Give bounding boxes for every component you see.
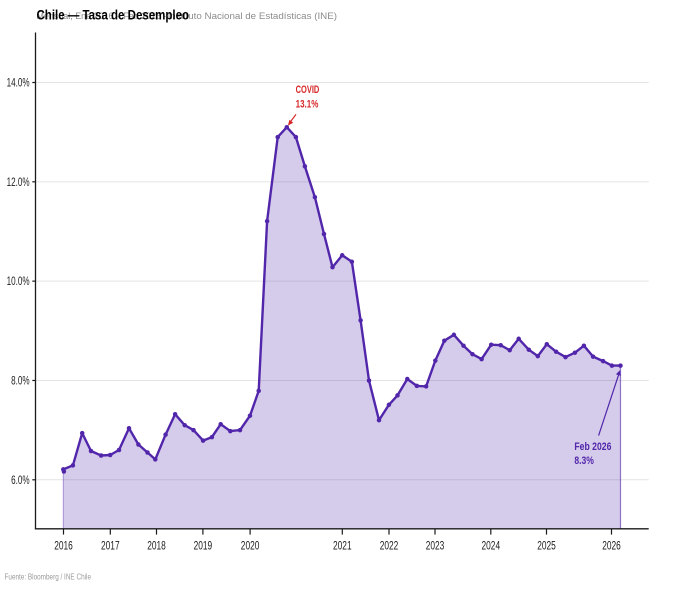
svg-text:2017: 2017 (101, 540, 120, 552)
svg-text:Feb 2026: Feb 2026 (574, 441, 611, 453)
svg-text:2023: 2023 (426, 540, 445, 552)
svg-text:2020: 2020 (241, 540, 260, 552)
svg-text:10.0%: 10.0% (7, 276, 30, 288)
svg-text:Fuente: Bloomberg / INE Chile: Fuente: Bloomberg / INE Chile (5, 573, 92, 582)
svg-text:12.0%: 12.0% (7, 177, 30, 189)
svg-text:8.3%: 8.3% (574, 455, 594, 467)
svg-text:2016: 2016 (54, 540, 73, 552)
svg-text:COVID: COVID (296, 84, 320, 96)
svg-text:6.0%: 6.0% (11, 475, 30, 487)
svg-text:13.1%: 13.1% (296, 98, 319, 110)
svg-text:2025: 2025 (537, 540, 556, 552)
svg-text:2026: 2026 (602, 540, 621, 552)
svg-text:2022: 2022 (380, 540, 399, 552)
svg-text:2024: 2024 (482, 540, 501, 552)
svg-text:Mensual, Ene 2016 – Feb 2026 ·: Mensual, Ene 2016 – Feb 2026 · (37, 11, 167, 22)
svg-text:Instituto Nacional de Estadíst: Instituto Nacional de Estadísticas (INE) (168, 11, 337, 22)
svg-text:2018: 2018 (147, 540, 166, 552)
svg-text:14.0%: 14.0% (7, 78, 30, 90)
svg-text:2019: 2019 (194, 540, 213, 552)
svg-text:8.0%: 8.0% (11, 375, 30, 387)
svg-text:Chile — Tasa de Desempleo: Chile — Tasa de Desempleo (37, 7, 190, 23)
svg-text:2021: 2021 (333, 540, 352, 552)
